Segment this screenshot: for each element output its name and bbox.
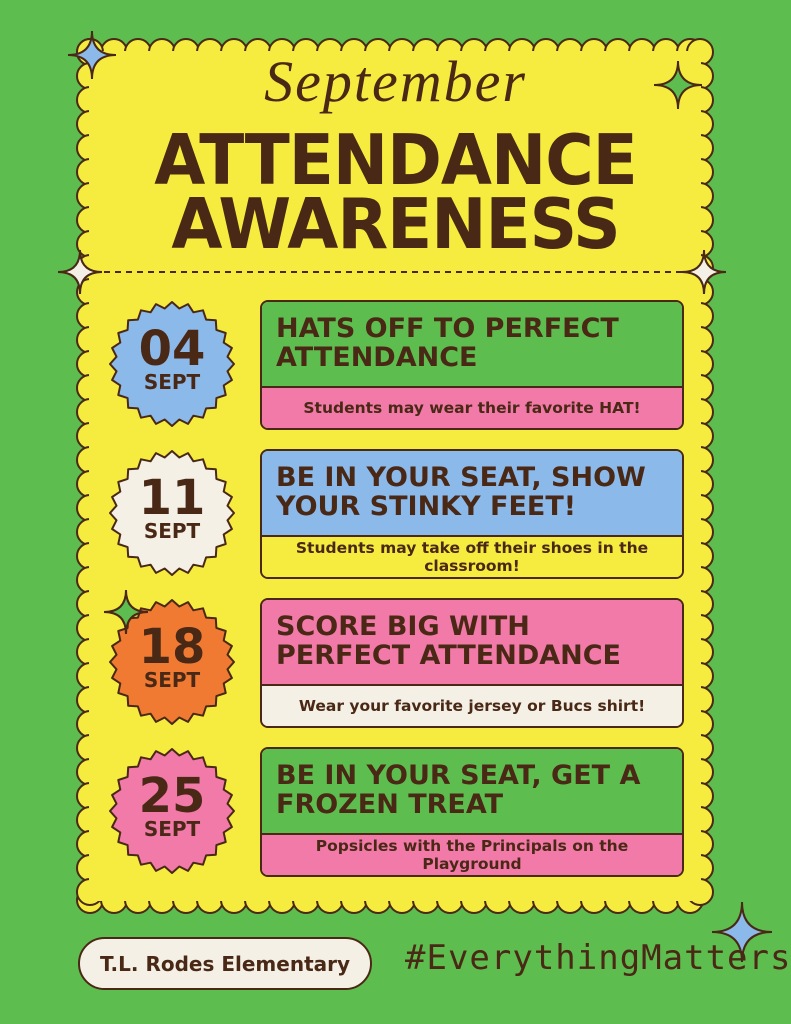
sparkle [681,249,727,295]
event-note: Popsicles with the Principals on the Pla… [262,835,682,875]
script-title: September [264,49,527,114]
event-title: HATS OFF TO PERFECT ATTENDANCE [262,302,682,388]
school-name: T.L. Rodes Elementary [78,937,372,990]
day: 04 [138,321,206,377]
sparkle [103,589,149,635]
sparkle [711,901,773,963]
event-title: SCORE BIG WITH PERFECT ATTENDANCE [262,600,682,686]
event-note: Students may take off their shoes in the… [262,537,682,577]
event-title: BE IN YOUR SEAT, SHOW YOUR STINKY FEET! [262,451,682,537]
sparkle [67,30,117,80]
month: SEPT [143,817,201,841]
date-badge [109,599,235,725]
month: SEPT [143,668,201,692]
day: 11 [138,470,206,526]
date: 25 SEPT [112,768,232,841]
event-card: HATS OFF TO PERFECT ATTENDANCE Students … [260,300,684,430]
sparkle [653,60,703,110]
event-card: BE IN YOUR SEAT, GET A FROZEN TREAT Pops… [260,747,684,877]
date: 18 SEPT [112,619,232,692]
day: 18 [138,619,206,675]
day: 25 [138,768,206,824]
date: 04 SEPT [112,321,232,394]
title-line: AWARENESS [171,184,620,265]
event-card: SCORE BIG WITH PERFECT ATTENDANCE Wear y… [260,598,684,728]
month: SEPT [143,519,201,543]
date-badge [109,450,235,576]
date: 11 SEPT [112,470,232,543]
date-badge [109,301,235,427]
hashtag: #EverythingMatters [405,938,791,978]
event-title: BE IN YOUR SEAT, GET A FROZEN TREAT [262,749,682,835]
event-note: Students may wear their favorite HAT! [262,388,682,428]
date-badge [109,748,235,874]
title-line: ATTENDANCE [154,120,637,201]
month: SEPT [143,370,201,394]
event-note: Wear your favorite jersey or Bucs shirt! [262,686,682,726]
sparkle [57,249,103,295]
event-card: BE IN YOUR SEAT, SHOW YOUR STINKY FEET! … [260,449,684,579]
